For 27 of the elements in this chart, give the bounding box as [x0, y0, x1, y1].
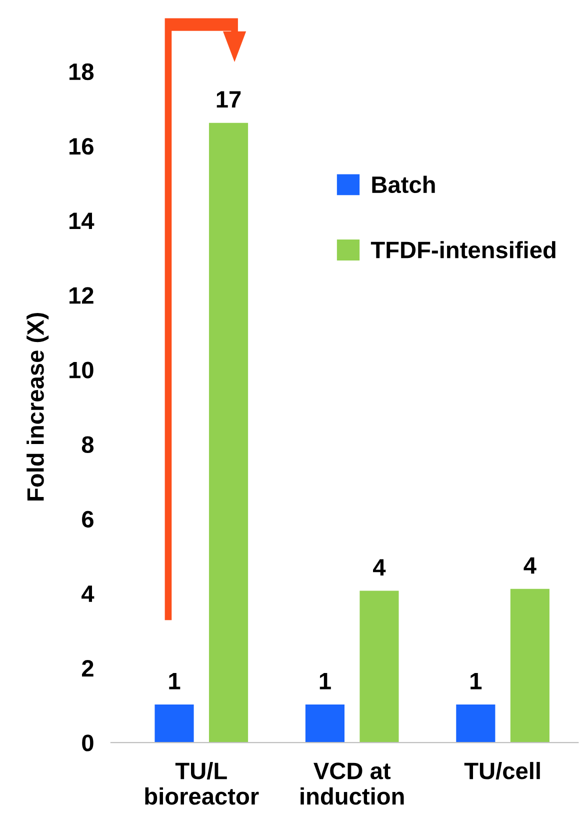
y-tick-label: 12 — [70, 287, 94, 304]
y-tick-label: 10 — [70, 362, 94, 378]
y-tick-label: 4 — [82, 586, 94, 602]
y-tick-label: 16 — [70, 138, 94, 155]
y-tick-label: 0 — [82, 734, 94, 752]
data-label: 4 — [524, 557, 536, 574]
y-tick-label: 14 — [70, 212, 94, 230]
data-label: 17 — [216, 91, 241, 108]
x-tick-label: TU/L bioreactor — [145, 762, 259, 805]
bar — [456, 704, 496, 743]
bar — [360, 590, 399, 743]
y-tick-label: 2 — [82, 660, 94, 676]
x-tick-label: TU/cell — [464, 762, 540, 780]
data-label: 4 — [373, 559, 386, 576]
y-tick-label: 18 — [70, 63, 94, 80]
legend-label: TFDF-intensified — [370, 241, 556, 258]
data-label: 1 — [169, 672, 180, 690]
x-tick-label: VCD at induction — [300, 762, 404, 805]
bar — [305, 704, 344, 743]
bar — [510, 588, 550, 743]
legend-label: Batch — [372, 176, 435, 194]
bar — [154, 704, 194, 743]
y-tick-label: 8 — [82, 436, 94, 453]
data-label: 1 — [320, 672, 331, 690]
y-tick-label: 6 — [82, 510, 94, 528]
y-axis-title: Fold increase (X) — [26, 312, 49, 500]
data-label: 1 — [470, 672, 482, 690]
